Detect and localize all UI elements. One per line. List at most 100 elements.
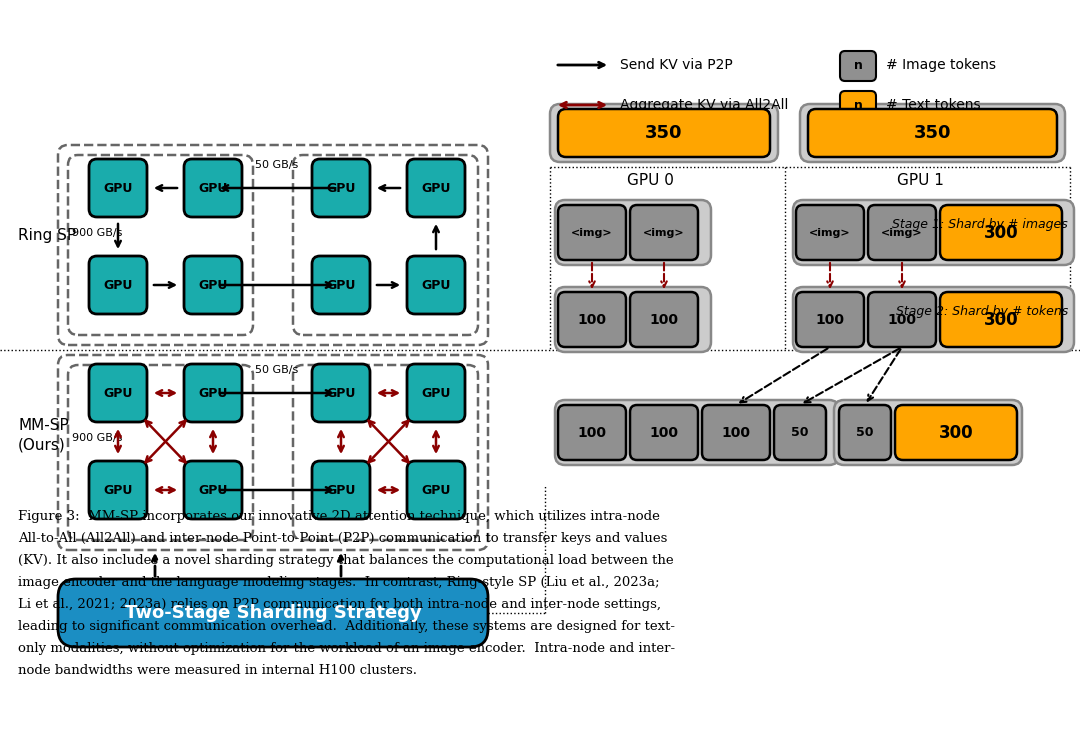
Text: 300: 300 (984, 310, 1018, 329)
FancyBboxPatch shape (840, 91, 876, 121)
Text: GPU: GPU (104, 484, 133, 497)
Text: Stage 1: Shard by # images: Stage 1: Shard by # images (892, 218, 1068, 231)
FancyBboxPatch shape (868, 205, 936, 260)
Text: Send KV via P2P: Send KV via P2P (620, 58, 732, 72)
Text: 50: 50 (792, 426, 809, 439)
FancyBboxPatch shape (839, 405, 891, 460)
FancyBboxPatch shape (550, 104, 778, 162)
FancyBboxPatch shape (630, 405, 698, 460)
Text: Li et al., 2021; 2023a) relies on P2P communication for both intra-node and inte: Li et al., 2021; 2023a) relies on P2P co… (18, 598, 661, 611)
FancyBboxPatch shape (558, 205, 626, 260)
Text: GPU: GPU (104, 279, 133, 292)
FancyBboxPatch shape (808, 109, 1057, 157)
Text: 300: 300 (939, 423, 973, 442)
FancyBboxPatch shape (630, 205, 698, 260)
Text: GPU: GPU (199, 279, 228, 292)
Text: # Text tokens: # Text tokens (886, 98, 981, 112)
Text: GPU: GPU (326, 279, 355, 292)
Text: GPU: GPU (199, 484, 228, 497)
FancyBboxPatch shape (407, 364, 465, 422)
FancyBboxPatch shape (793, 200, 1074, 265)
Text: MM-SP: MM-SP (18, 417, 69, 432)
Text: GPU: GPU (421, 484, 450, 497)
FancyBboxPatch shape (940, 292, 1062, 347)
Text: GPU: GPU (104, 387, 133, 400)
Text: 350: 350 (914, 124, 951, 142)
Text: (KV). It also includes a novel sharding strategy that balances the computational: (KV). It also includes a novel sharding … (18, 554, 674, 567)
FancyBboxPatch shape (312, 461, 370, 519)
Text: 50 GB/s: 50 GB/s (255, 160, 299, 170)
FancyBboxPatch shape (702, 405, 770, 460)
Text: GPU 1: GPU 1 (896, 173, 944, 187)
Text: GPU: GPU (421, 182, 450, 195)
FancyBboxPatch shape (407, 461, 465, 519)
FancyBboxPatch shape (558, 405, 626, 460)
FancyBboxPatch shape (796, 205, 864, 260)
Text: GPU: GPU (421, 279, 450, 292)
Text: Figure 3:  MM-SP incorporates our innovative 2D attention technique, which utili: Figure 3: MM-SP incorporates our innovat… (18, 510, 660, 523)
Text: 100: 100 (649, 426, 678, 440)
FancyBboxPatch shape (89, 364, 147, 422)
FancyBboxPatch shape (312, 256, 370, 314)
Text: 100: 100 (721, 426, 751, 440)
Text: node bandwidths were measured in internal H100 clusters.: node bandwidths were measured in interna… (18, 664, 417, 677)
FancyBboxPatch shape (58, 579, 488, 647)
Text: 900 GB/s: 900 GB/s (72, 228, 122, 238)
FancyBboxPatch shape (800, 104, 1065, 162)
FancyBboxPatch shape (840, 51, 876, 81)
FancyBboxPatch shape (407, 256, 465, 314)
Text: # Image tokens: # Image tokens (886, 58, 996, 72)
Text: 100: 100 (578, 426, 607, 440)
Text: GPU: GPU (104, 182, 133, 195)
Text: Aggregate KV via All2All: Aggregate KV via All2All (620, 98, 788, 112)
FancyBboxPatch shape (796, 292, 864, 347)
FancyBboxPatch shape (793, 287, 1074, 352)
FancyBboxPatch shape (558, 109, 770, 157)
FancyBboxPatch shape (630, 292, 698, 347)
Text: 350: 350 (645, 124, 683, 142)
Text: GPU: GPU (199, 182, 228, 195)
FancyBboxPatch shape (940, 205, 1062, 260)
FancyBboxPatch shape (312, 364, 370, 422)
Text: <img>: <img> (809, 228, 851, 237)
Text: GPU: GPU (326, 387, 355, 400)
Text: image encoder and the language modeling stages.  In contrast, Ring-style SP (Liu: image encoder and the language modeling … (18, 576, 660, 589)
Text: (Ours): (Ours) (18, 437, 66, 453)
FancyBboxPatch shape (312, 159, 370, 217)
Text: <img>: <img> (571, 228, 612, 237)
FancyBboxPatch shape (184, 256, 242, 314)
Text: GPU: GPU (326, 182, 355, 195)
Text: 50: 50 (856, 426, 874, 439)
Text: Ring SP: Ring SP (18, 228, 76, 243)
Text: 900 GB/s: 900 GB/s (72, 433, 122, 443)
FancyBboxPatch shape (895, 405, 1017, 460)
Text: 50 GB/s: 50 GB/s (255, 365, 299, 375)
Text: GPU: GPU (199, 387, 228, 400)
Text: n: n (853, 98, 863, 112)
Text: GPU: GPU (421, 387, 450, 400)
Text: 100: 100 (815, 312, 845, 326)
FancyBboxPatch shape (558, 292, 626, 347)
FancyBboxPatch shape (834, 400, 1022, 465)
Text: 100: 100 (888, 312, 917, 326)
Text: Two-Stage Sharding Strategy: Two-Stage Sharding Strategy (124, 604, 421, 622)
Text: 300: 300 (984, 223, 1018, 242)
Text: All-to-All (All2All) and inter-node Point-to-Point (P2P) communication to transf: All-to-All (All2All) and inter-node Poin… (18, 532, 667, 545)
Text: GPU 0: GPU 0 (626, 173, 674, 187)
Text: only modalities, without optimization for the workload of an image encoder.  Int: only modalities, without optimization fo… (18, 642, 675, 655)
FancyBboxPatch shape (868, 292, 936, 347)
FancyBboxPatch shape (89, 256, 147, 314)
FancyBboxPatch shape (89, 159, 147, 217)
Text: <img>: <img> (644, 228, 685, 237)
Text: n: n (853, 59, 863, 71)
FancyBboxPatch shape (184, 364, 242, 422)
Text: <img>: <img> (881, 228, 922, 237)
Text: GPU: GPU (326, 484, 355, 497)
FancyBboxPatch shape (555, 200, 711, 265)
FancyBboxPatch shape (774, 405, 826, 460)
Text: 100: 100 (578, 312, 607, 326)
Text: Stage 2: Shard by # tokens: Stage 2: Shard by # tokens (895, 305, 1068, 318)
FancyBboxPatch shape (184, 461, 242, 519)
Text: leading to significant communication overhead.  Additionally, these systems are : leading to significant communication ove… (18, 620, 675, 633)
FancyBboxPatch shape (184, 159, 242, 217)
